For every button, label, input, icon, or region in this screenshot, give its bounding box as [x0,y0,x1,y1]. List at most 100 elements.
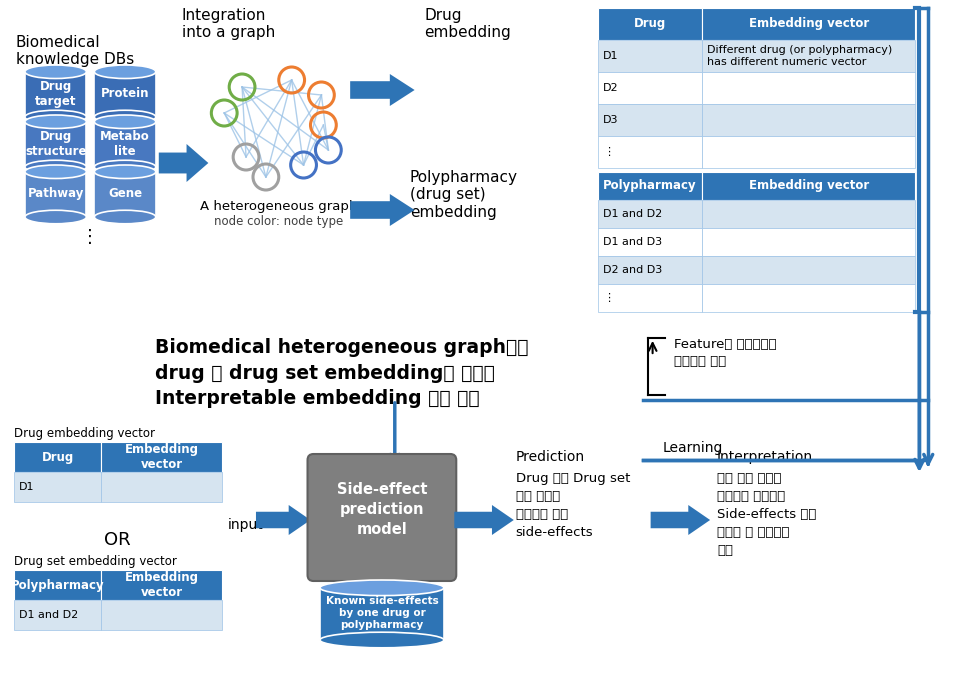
Ellipse shape [320,632,444,648]
Text: ⋮: ⋮ [82,228,100,246]
Ellipse shape [25,115,86,129]
Bar [94,122,156,167]
Text: A heterogeneous graph: A heterogeneous graph [200,200,357,213]
FancyArrow shape [350,74,415,106]
Ellipse shape [25,65,86,78]
Ellipse shape [94,65,156,78]
Text: Biomedical
knowledge DBs: Biomedical knowledge DBs [16,35,134,67]
Text: Metabo
lite: Metabo lite [100,129,150,158]
Ellipse shape [94,165,156,179]
Text: D1 and D2: D1 and D2 [603,209,662,219]
Text: D2: D2 [603,83,618,93]
Bar [101,570,223,600]
Text: Drug: Drug [41,450,74,464]
Bar [101,472,223,502]
Text: Feature에 생물의학적
의미부여 가능: Feature에 생물의학적 의미부여 가능 [675,338,777,368]
Bar [702,172,916,200]
Ellipse shape [94,210,156,224]
Ellipse shape [94,115,156,129]
Ellipse shape [25,110,86,124]
Bar [14,600,101,630]
Bar [320,588,444,640]
Text: D1 and D3: D1 and D3 [603,237,662,247]
FancyArrow shape [454,505,514,535]
Text: Gene: Gene [108,187,142,200]
Text: Polypharmacy: Polypharmacy [11,579,105,592]
Bar [25,122,86,167]
Bar [702,200,916,228]
Text: D1: D1 [603,51,618,61]
Text: Drug
embedding: Drug embedding [424,8,512,40]
Text: D3: D3 [603,115,618,125]
Bar [702,256,916,284]
Ellipse shape [94,161,156,174]
Text: Prediction: Prediction [516,450,585,464]
Text: Interpretation: Interpretation [717,450,813,464]
Bar [598,172,702,200]
Bar [702,72,916,104]
Bar [598,40,702,72]
Text: ⋮: ⋮ [603,147,614,157]
Text: Drug 혹은 Drug set
에서 발생할
가능성이 높은
side-effects: Drug 혹은 Drug set 에서 발생할 가능성이 높은 side-eff… [516,472,630,539]
Bar [94,172,156,217]
Text: Pathway: Pathway [28,187,84,200]
Ellipse shape [94,110,156,124]
Bar [598,104,702,136]
Text: Polypharmacy: Polypharmacy [603,179,697,192]
Text: Embedding vector: Embedding vector [749,17,869,30]
Ellipse shape [25,210,86,224]
Text: D1: D1 [19,482,35,492]
FancyArrow shape [350,194,415,226]
Text: Drug: Drug [634,17,666,30]
Text: Different drug (or polypharmacy)
has different numeric vector: Different drug (or polypharmacy) has dif… [708,45,893,67]
FancyBboxPatch shape [307,454,456,581]
Text: D2 and D3: D2 and D3 [603,265,662,275]
FancyArrow shape [651,505,710,535]
Text: Polypharmacy
(drug set)
embedding: Polypharmacy (drug set) embedding [410,170,517,220]
Text: Drug
structure: Drug structure [25,129,86,158]
Text: Known side-effects
by one drug or
polypharmacy: Known side-effects by one drug or polyph… [325,597,439,630]
Text: 예측 결과 해석을
가능하게 함으로써
Side-effects 발생
원인을 더 정확하게
추정: 예측 결과 해석을 가능하게 함으로써 Side-effects 발생 원인을 … [717,472,816,557]
Bar [702,40,916,72]
Text: input: input [228,518,264,532]
Text: Protein: Protein [101,87,150,100]
Bar [101,600,223,630]
Ellipse shape [25,165,86,179]
Ellipse shape [25,161,86,174]
Bar [94,72,156,117]
Text: Learning: Learning [662,441,723,455]
Bar [101,442,223,472]
Bar [14,570,101,600]
Text: Side-effect
prediction
model: Side-effect prediction model [337,482,427,537]
Bar [702,8,916,40]
Bar [598,228,702,256]
Text: Embedding
vector: Embedding vector [125,571,199,599]
Bar [702,136,916,168]
FancyArrow shape [256,505,310,535]
Bar [702,228,916,256]
Bar [598,256,702,284]
Bar [14,472,101,502]
Text: Drug embedding vector: Drug embedding vector [14,427,155,440]
Text: Drug set embedding vector: Drug set embedding vector [14,555,177,568]
Bar [598,72,702,104]
Text: Embedding
vector: Embedding vector [125,443,199,471]
Bar [702,284,916,312]
Bar [598,284,702,312]
Ellipse shape [320,580,444,596]
Bar [25,72,86,117]
Bar [598,8,702,40]
Text: Integration
into a graph: Integration into a graph [181,8,275,40]
FancyArrow shape [158,144,208,182]
Text: Biomedical heterogeneous graph에서
drug 및 drug set embedding에 적합한
Interpretable em: Biomedical heterogeneous graph에서 drug 및 … [155,338,528,408]
Bar [25,172,86,217]
Text: ⋮: ⋮ [603,293,614,303]
Text: Embedding vector: Embedding vector [749,179,869,192]
Bar [598,200,702,228]
Text: OR: OR [104,531,131,549]
Text: D1 and D2: D1 and D2 [19,610,78,620]
Bar [14,442,101,472]
Text: node color: node type: node color: node type [214,215,344,228]
Bar [702,104,916,136]
Bar [598,136,702,168]
